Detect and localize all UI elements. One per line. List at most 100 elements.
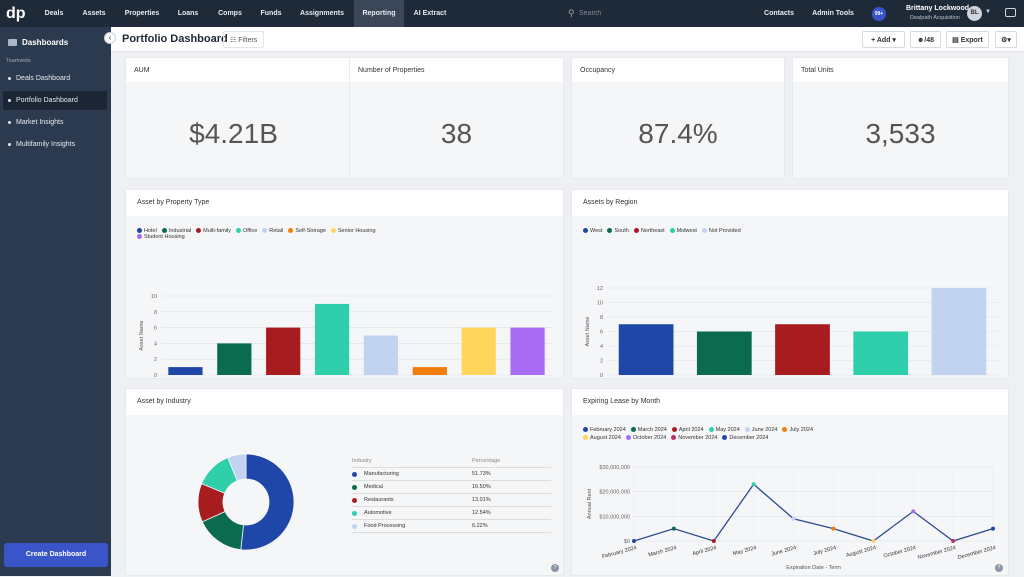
kpi-card-occupancy: Occupancy 87.4%: [571, 57, 785, 179]
chart-title: Asset by Property Type: [137, 199, 210, 206]
add-button[interactable]: + Add ▾: [862, 31, 905, 48]
x-tick-label: December 2024: [957, 545, 996, 561]
add-label: + Add: [871, 37, 891, 44]
legend-item[interactable]: Northeast: [633, 228, 665, 234]
search-input[interactable]: [579, 6, 679, 21]
sidebar-item-portfolio-dashboard[interactable]: Portfolio Dashboard: [3, 91, 107, 110]
legend-item[interactable]: March 2024: [630, 426, 667, 434]
legend-item[interactable]: April 2024: [671, 426, 704, 434]
help-icon[interactable]: ?: [551, 564, 559, 572]
legend-dot: [607, 228, 613, 234]
nav-assignments[interactable]: Assignments: [300, 10, 344, 17]
legend-label: Office: [242, 228, 258, 234]
nav-funds[interactable]: Funds: [260, 10, 282, 17]
legend-dot: [262, 228, 268, 234]
legend-item[interactable]: Not Provided: [701, 228, 741, 234]
bar-retail: [363, 335, 399, 375]
legend-label: April 2024: [678, 427, 704, 433]
user-organization: Dealpath Acquisition: [910, 15, 960, 21]
legend-item[interactable]: Midwest: [669, 228, 697, 234]
notifications-badge[interactable]: 99+: [872, 7, 886, 21]
legend-item[interactable]: Office: [235, 228, 258, 234]
legend-item[interactable]: November 2024: [671, 434, 717, 442]
industry-chart-card: Asset by Industry Industry Percentage Ma…: [125, 388, 564, 576]
bar-south: [696, 331, 752, 375]
collapse-sidebar-chevron-left-icon[interactable]: ‹: [104, 32, 116, 44]
legend-item[interactable]: Retail: [262, 228, 283, 234]
legend-label: February 2024: [590, 427, 626, 433]
legend-item[interactable]: August 2024: [583, 434, 621, 442]
legend-item[interactable]: October 2024: [625, 434, 666, 442]
legend-item[interactable]: June 2024: [744, 426, 777, 434]
nav-ai-extract[interactable]: AI Extract: [413, 10, 447, 17]
industry-percentage: 16.50%: [472, 484, 491, 490]
help-icon[interactable]: ?: [995, 564, 1003, 572]
sidebar-item-deals-dashboard[interactable]: Deals Dashboard: [3, 69, 107, 88]
dealpath-logo[interactable]: dp: [6, 5, 26, 22]
legend-item[interactable]: South: [607, 228, 629, 234]
export-button[interactable]: ▤ Export: [946, 31, 989, 48]
bar-senior-housing: [461, 327, 496, 375]
chart-legend: Hotel Industrial Multi-family Office Retail S…: [137, 228, 407, 240]
sidebar-item-market-insights[interactable]: Market Insights: [3, 113, 107, 132]
table-row[interactable]: Automotive 12.54%: [352, 507, 551, 520]
nav-reporting[interactable]: Reporting: [354, 0, 404, 27]
y-tick-label: 0: [154, 373, 157, 379]
kpi-value: $4.21B: [189, 118, 278, 149]
legend-item[interactable]: December 2024: [722, 434, 769, 442]
nav-loans[interactable]: Loans: [177, 10, 199, 17]
chevron-down-icon[interactable]: ▼: [985, 9, 991, 15]
legend-item[interactable]: West: [583, 228, 602, 234]
legend-item[interactable]: July 2024: [782, 426, 813, 434]
legend-item[interactable]: Hotel: [137, 228, 157, 234]
legend-label: Midwest: [676, 228, 697, 234]
table-row[interactable]: Medical 16.50%: [352, 481, 551, 494]
sidebar: Dashboards Teamwide Deals Dashboard Port…: [0, 27, 111, 576]
legend-dot: [669, 228, 675, 234]
filters-button[interactable]: ☷ Filters: [223, 31, 265, 48]
kpi-label: AUM: [134, 67, 150, 74]
share-button[interactable]: ☻/48: [910, 31, 941, 48]
legend-item[interactable]: February 2024: [583, 426, 626, 434]
legend-item[interactable]: May 2024: [708, 426, 740, 434]
chart-title: Expiring Lease by Month: [583, 398, 661, 405]
expiring-lease-line-chart: $0 $10,000,000 $20,000,000 $30,000,000 Febru…: [587, 465, 997, 571]
create-dashboard-button[interactable]: Create Dashboard: [4, 543, 108, 567]
nav-deals[interactable]: Deals: [44, 10, 64, 17]
legend-item[interactable]: Multi-family: [196, 228, 231, 234]
kpi-card-number-of-properties: Number of Properties 38: [349, 57, 564, 179]
legend-dot: [352, 524, 357, 529]
settings-gear-icon[interactable]: ⚙▾: [995, 31, 1017, 48]
industry-table: Industry Percentage Manufacturing 51.73% M…: [352, 455, 551, 533]
legend-item[interactable]: Student Housing: [137, 234, 185, 240]
y-tick-label: 4: [600, 344, 603, 350]
top-navigation: dp Deals Assets Properties Loans Comps F…: [0, 0, 1024, 27]
sidebar-item-multifamily-insights[interactable]: Multifamily Insights: [3, 135, 107, 154]
nav-assets[interactable]: Assets: [82, 10, 106, 17]
nav-admin-tools[interactable]: Admin Tools: [812, 10, 854, 17]
user-name[interactable]: Brittany Lockwood: [906, 5, 970, 12]
global-search[interactable]: ⚲: [566, 6, 686, 21]
avatar[interactable]: BL: [967, 6, 982, 21]
legend-dot: [744, 427, 750, 433]
data-point-july-2024: [831, 526, 836, 531]
nav-properties[interactable]: Properties: [124, 10, 160, 17]
bar-not-provided: [931, 288, 987, 375]
x-tick-label: February 2024: [601, 545, 637, 560]
nav-comps[interactable]: Comps: [218, 10, 242, 17]
export-icon: ▤: [952, 37, 961, 44]
data-point-december-2024: [991, 526, 995, 531]
chat-icon[interactable]: [1005, 8, 1016, 17]
legend-item[interactable]: Senior Housing: [330, 228, 376, 234]
table-row[interactable]: Food Processing 6.22%: [352, 520, 551, 533]
legend-dot: [701, 228, 707, 234]
kpi-value: 38: [440, 118, 473, 149]
nav-contacts[interactable]: Contacts: [764, 10, 794, 17]
table-row[interactable]: Restaurants 13.01%: [352, 494, 551, 507]
table-row[interactable]: Manufacturing 51.73%: [352, 468, 551, 481]
kpi-label: Total Units: [801, 67, 834, 74]
y-tick-label: $30,000,000: [599, 465, 630, 471]
legend-item[interactable]: Self-Storage: [288, 228, 326, 234]
legend-item[interactable]: Industrial: [161, 228, 191, 234]
legend-label: July 2024: [789, 427, 814, 433]
